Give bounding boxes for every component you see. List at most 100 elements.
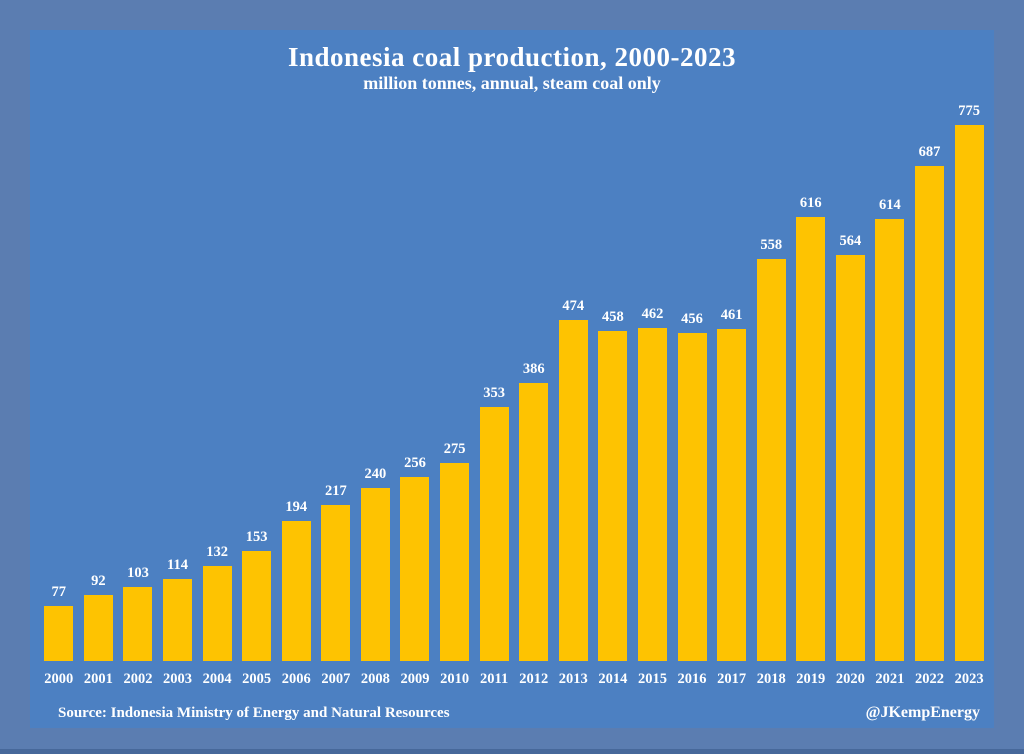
bar-column: 217 bbox=[316, 103, 356, 661]
bar-value-label: 114 bbox=[167, 556, 188, 573]
year-label: 2022 bbox=[915, 671, 944, 687]
bar bbox=[954, 125, 984, 661]
bar-value-label: 92 bbox=[91, 572, 106, 589]
year-label: 2015 bbox=[637, 671, 667, 687]
bar-value-label: 217 bbox=[324, 482, 347, 499]
year-label: 2001 bbox=[83, 671, 113, 687]
bar-value-label: 558 bbox=[760, 237, 783, 254]
year-label: 2007 bbox=[321, 671, 351, 687]
years-row: 2000 2001 2002 2003 2004 2005 2006 2007 2008 2009… bbox=[39, 671, 989, 688]
bar-column: 687 bbox=[910, 103, 950, 661]
bar bbox=[83, 594, 113, 661]
bar-column: 114 bbox=[158, 103, 198, 661]
bar bbox=[915, 166, 944, 661]
bar-value-label: 775 bbox=[958, 103, 980, 119]
year-label: 2018 bbox=[756, 671, 786, 687]
bottom-edge-strip bbox=[0, 749, 1024, 754]
year-label: 2005 bbox=[242, 671, 272, 687]
bar-value-label: 386 bbox=[522, 361, 545, 378]
bar-column: 240 bbox=[356, 103, 396, 661]
bar bbox=[163, 578, 193, 661]
bar-column: 353 bbox=[474, 103, 514, 661]
bar-value-label: 194 bbox=[285, 499, 308, 516]
year-label: 2002 bbox=[123, 671, 153, 687]
year-label: 2008 bbox=[360, 671, 390, 687]
bar-value-label: 462 bbox=[641, 306, 664, 323]
year-label: 2000 bbox=[44, 671, 74, 687]
year-label: 2023 bbox=[954, 671, 984, 687]
bar bbox=[440, 463, 470, 661]
year-label: 2006 bbox=[281, 671, 311, 687]
bar-value-label: 77 bbox=[51, 583, 67, 600]
bar bbox=[717, 329, 747, 661]
bar-column: 474 bbox=[554, 103, 594, 661]
bar bbox=[242, 550, 272, 661]
bar bbox=[360, 488, 390, 661]
bar-column: 456 bbox=[672, 103, 712, 661]
chart-title: Indonesia coal production, 2000-2023 bbox=[287, 42, 737, 72]
year-label: 2013 bbox=[558, 671, 588, 687]
bar-value-label: 353 bbox=[483, 384, 506, 401]
bar bbox=[44, 605, 74, 661]
bar bbox=[519, 383, 549, 661]
bar-column: 386 bbox=[514, 103, 554, 661]
bar-value-label: 614 bbox=[879, 196, 901, 213]
bar bbox=[835, 254, 865, 661]
bar-value-label: 256 bbox=[404, 454, 426, 471]
bar bbox=[123, 586, 153, 661]
bar-value-label: 474 bbox=[562, 297, 585, 314]
bar bbox=[598, 331, 628, 661]
year-label: 2020 bbox=[835, 671, 865, 687]
bar bbox=[875, 218, 905, 661]
bar-value-label: 153 bbox=[245, 528, 268, 545]
bar-column: 564 bbox=[831, 103, 871, 661]
bar-column: 775 bbox=[949, 103, 989, 661]
year-label: 2014 bbox=[598, 671, 628, 687]
bar-column: 194 bbox=[276, 103, 316, 661]
bar bbox=[677, 332, 707, 661]
bar-column: 461 bbox=[712, 103, 752, 661]
year-label: 2004 bbox=[202, 671, 232, 687]
bar-column: 275 bbox=[435, 103, 475, 661]
bar bbox=[479, 406, 509, 661]
year-label: 2011 bbox=[480, 671, 509, 687]
bar bbox=[796, 217, 826, 661]
year-label: 2016 bbox=[677, 671, 707, 687]
bar-value-label: 616 bbox=[799, 195, 822, 212]
bar-column: 462 bbox=[633, 103, 673, 661]
bar-column: 614 bbox=[870, 103, 910, 661]
bar-value-label: 103 bbox=[127, 564, 149, 581]
bar-value-label: 687 bbox=[918, 144, 941, 161]
bar-column: 92 bbox=[79, 103, 119, 661]
bar-value-label: 458 bbox=[602, 309, 624, 326]
bars-row: 77 92 103 114 132 153 194 217 240 256 275 353 386 474… bbox=[39, 103, 989, 661]
bar bbox=[756, 259, 786, 661]
source-note: Source: Indonesia Ministry of Energy and… bbox=[58, 705, 450, 721]
bar bbox=[281, 521, 311, 661]
year-label: 2021 bbox=[875, 671, 905, 687]
bar-value-label: 461 bbox=[720, 307, 743, 324]
bar-column: 103 bbox=[118, 103, 158, 661]
bar bbox=[321, 504, 351, 661]
bar bbox=[400, 476, 430, 661]
author-handle: @JKempEnergy bbox=[865, 704, 980, 721]
chart-panel: Indonesia coal production, 2000-2023 mil… bbox=[30, 30, 994, 728]
year-label: 2019 bbox=[796, 671, 826, 687]
bar-value-label: 275 bbox=[443, 441, 466, 457]
bar-value-label: 240 bbox=[364, 466, 387, 483]
year-label: 2009 bbox=[400, 671, 430, 687]
bar-value-label: 456 bbox=[681, 310, 703, 327]
bar-value-label: 564 bbox=[839, 232, 862, 249]
bar-column: 616 bbox=[791, 103, 831, 661]
bar-column: 256 bbox=[395, 103, 435, 661]
bar bbox=[558, 319, 588, 661]
bar bbox=[202, 565, 232, 661]
bar-column: 132 bbox=[197, 103, 237, 661]
bar-column: 77 bbox=[39, 103, 79, 661]
bar-value-label: 132 bbox=[206, 543, 228, 560]
year-label: 2010 bbox=[440, 671, 470, 687]
year-label: 2017 bbox=[717, 671, 747, 687]
bar-column: 558 bbox=[751, 103, 791, 661]
bar-column: 458 bbox=[593, 103, 633, 661]
